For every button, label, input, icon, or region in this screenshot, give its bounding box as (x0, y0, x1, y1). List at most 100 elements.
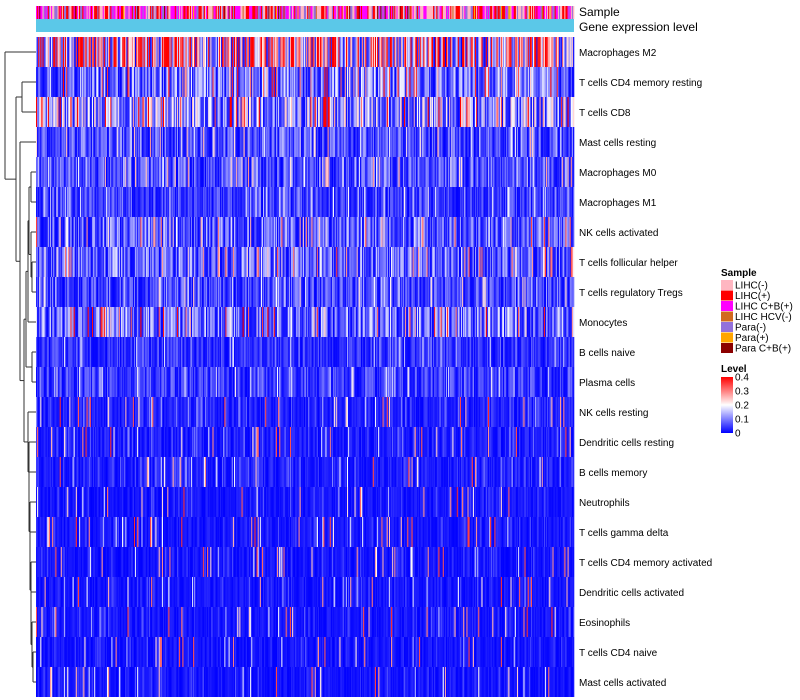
heatmap-cell (216, 187, 219, 217)
heatmap-cell (151, 277, 153, 307)
heatmap-cell (260, 37, 263, 67)
heatmap-cell (338, 217, 340, 247)
heatmap-cell (444, 157, 447, 187)
heatmap-cell (351, 97, 353, 127)
sample-annotation-cell (499, 6, 502, 19)
heatmap-cell (37, 187, 39, 217)
heatmap-cell (43, 127, 45, 157)
heatmap-cell (101, 277, 104, 307)
heatmap-cell (400, 247, 403, 277)
heatmap-cell (193, 217, 195, 247)
heatmap-cell (494, 187, 496, 217)
heatmap-cell (254, 67, 256, 97)
heatmap-cell (520, 157, 522, 187)
heatmap-cell (121, 247, 123, 277)
heatmap-cell (280, 37, 282, 67)
heatmap-cell (330, 67, 333, 97)
heatmap-cell (567, 157, 569, 187)
heatmap-cell (363, 127, 365, 157)
heatmap-cell (343, 157, 346, 187)
heatmap-cell (53, 97, 55, 127)
heatmap-cell (257, 217, 260, 247)
heatmap-cell (445, 37, 448, 67)
heatmap-cell (239, 37, 241, 67)
heatmap-cell (512, 247, 515, 277)
heatmap-cell (200, 97, 203, 127)
heatmap-cell (147, 277, 150, 307)
heatmap-cell (335, 187, 337, 217)
heatmap-cell (211, 127, 213, 157)
heatmap-cell (568, 217, 570, 247)
heatmap-cell (496, 187, 498, 217)
heatmap-cell (70, 187, 72, 217)
heatmap-cell (558, 157, 561, 187)
sample-annotation-cell (396, 6, 398, 19)
heatmap-cell (571, 37, 574, 67)
heatmap-cell (217, 67, 220, 97)
heatmap-cell (473, 157, 476, 187)
heatmap-cell (264, 97, 266, 127)
heatmap-cell (534, 157, 536, 187)
heatmap-cell (148, 97, 151, 127)
heatmap-cell (383, 247, 385, 277)
heatmap-cell (368, 97, 370, 127)
heatmap-cell (272, 37, 275, 67)
heatmap-cell (384, 67, 386, 97)
heatmap-cell (252, 247, 254, 277)
heatmap-cell (118, 37, 121, 67)
heatmap-cell (420, 127, 422, 157)
heatmap-cell (344, 187, 347, 217)
heatmap-cell (118, 67, 121, 97)
heatmap-cell (148, 187, 151, 217)
heatmap-cell (506, 157, 508, 187)
heatmap-cell (547, 97, 549, 127)
heatmap-cell (66, 247, 68, 277)
heatmap-cell (455, 127, 458, 157)
sample-annotation-cell (150, 6, 152, 19)
heatmap-cell (485, 247, 488, 277)
heatmap-cell (445, 127, 448, 157)
heatmap-cell (289, 127, 292, 157)
heatmap-cell (58, 187, 60, 217)
heatmap-cell (53, 277, 55, 307)
heatmap-cell (487, 127, 490, 157)
sample-annotation-cell (351, 6, 353, 19)
heatmap-cell (440, 37, 442, 67)
heatmap-cell (151, 127, 153, 157)
heatmap-cell (317, 247, 320, 277)
heatmap-cell (548, 217, 550, 247)
heatmap-cell (440, 217, 442, 247)
heatmap-cell (337, 217, 339, 247)
sample-annotation-cell (356, 6, 359, 19)
heatmap-cell (379, 247, 381, 277)
heatmap-cell (76, 127, 79, 157)
heatmap-cell (569, 97, 572, 127)
heatmap-cell (539, 127, 541, 157)
heatmap-cell (195, 247, 197, 277)
heatmap-cell (268, 187, 270, 217)
sample-annotation-cell (532, 6, 534, 19)
heatmap-cell (325, 157, 327, 187)
heatmap-cell (213, 97, 215, 127)
heatmap-cell (70, 247, 72, 277)
heatmap-cell (384, 97, 386, 127)
heatmap-cell (566, 67, 568, 97)
heatmap-cell (313, 157, 315, 187)
heatmap-cell (406, 187, 408, 217)
heatmap-cell (139, 67, 141, 97)
sample-annotation-cell (452, 6, 454, 19)
heatmap-cell (121, 97, 123, 127)
sample-annotation-cell (176, 6, 179, 19)
heatmap-cell (461, 247, 463, 277)
heatmap-cell (243, 217, 246, 247)
sample-annotation-cell (317, 6, 320, 19)
heatmap-cell (391, 127, 393, 157)
heatmap-cell (238, 247, 240, 277)
heatmap-row (36, 277, 575, 307)
heatmap-cell (42, 127, 44, 157)
heatmap-cell (220, 97, 222, 127)
sample-annotation-cell (385, 6, 388, 19)
sample-annotation-cell (202, 6, 205, 19)
heatmap-cell (514, 127, 517, 157)
heatmap-cell (146, 247, 149, 277)
